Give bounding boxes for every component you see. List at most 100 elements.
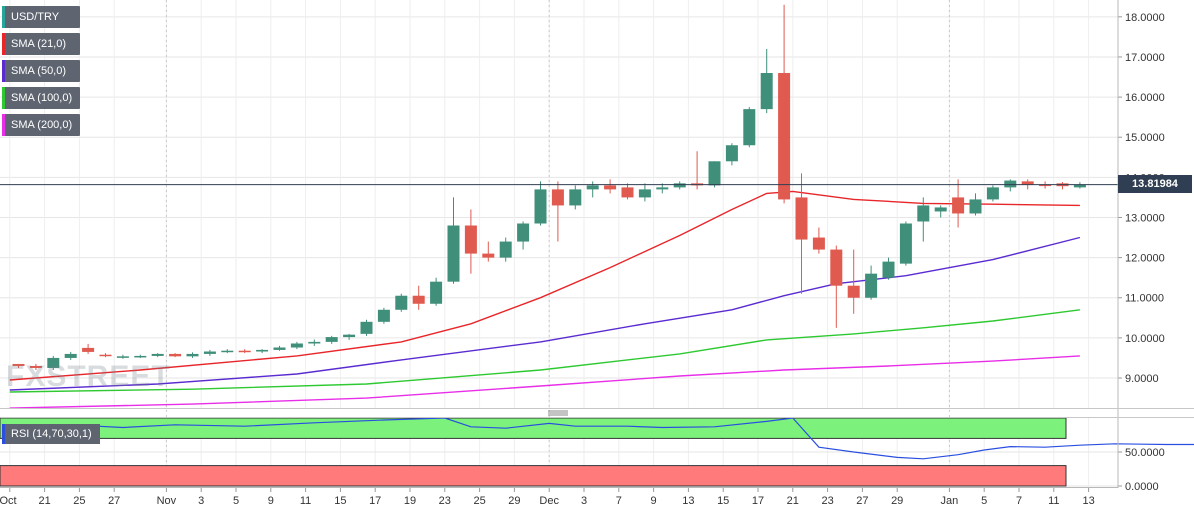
candle [12,363,25,368]
candle-body [882,261,895,278]
candle [186,352,199,358]
y-tick-label: 12.0000 [1125,253,1165,265]
candle [82,343,95,354]
rsi-legend-item[interactable]: RSI (14,70,30,1) [2,424,100,444]
candle-body [673,183,686,188]
x-tick-label: Nov [157,495,177,507]
x-tick-label: 9 [268,495,274,507]
candle [343,333,356,340]
legend-swatch [2,114,5,136]
candle [534,181,547,226]
candle-body [934,207,947,212]
candle [221,349,234,354]
legend-item-sma-21[interactable]: SMA (21,0) [2,33,81,55]
candle [899,221,912,266]
candle-body [116,356,129,358]
x-tick-label: 11 [300,495,311,507]
candle-body [290,343,303,348]
candle [638,183,651,202]
candle [621,183,634,200]
x-tick-label: 27 [108,495,120,507]
candle [395,293,408,312]
sma-line [9,190,1080,381]
y-tick-label: 18.0000 [1125,12,1165,24]
candle-body [221,350,234,353]
candle-body [447,225,460,282]
candle-body [325,337,338,342]
x-tick-label: 17 [752,495,764,507]
candle-body [708,161,721,186]
x-tick-label: Jan [941,495,959,507]
candle-body [969,199,982,214]
candle-body [273,347,286,350]
x-tick-label: 29 [508,495,520,507]
candle-body [743,109,756,146]
candle-body [917,205,930,222]
candle [308,339,321,346]
x-tick-label: 7 [616,495,622,507]
candle [812,227,825,254]
candle [604,179,617,194]
x-tick-label: 25 [73,495,85,507]
candle-body [151,353,164,356]
candle-body [82,347,95,352]
candle-body [134,355,147,358]
candle-body [482,253,495,258]
candle [969,193,982,216]
candle-body [256,349,269,352]
candle [517,221,530,250]
candle [725,143,738,166]
candle-body [169,353,182,357]
rsi-line [9,417,1194,460]
candle-body [99,354,112,357]
candle [673,181,686,190]
legend-item-usdtry[interactable]: USD/TRY [2,6,81,28]
candle [64,351,77,360]
candle [430,277,443,306]
candle [1004,179,1017,192]
x-tick-label: 5 [981,495,987,507]
candle [325,335,338,344]
candle-body [795,197,808,240]
candle [273,345,286,351]
candle-body [343,334,356,338]
candle-body [638,189,651,198]
x-tick-label: 7 [1016,495,1022,507]
candle-body [464,225,477,254]
x-tick-label: 23 [439,495,451,507]
legend-item-sma-200[interactable]: SMA (200,0) [2,114,81,136]
candle-body [725,145,738,162]
legend-item-sma-100[interactable]: SMA (100,0) [2,87,81,109]
legend-label: SMA (50,0) [11,65,67,77]
x-tick-label: Dec [539,495,559,507]
candle [1073,182,1086,189]
x-tick-label: 19 [404,495,416,507]
x-tick-label: 15 [334,495,346,507]
candle [882,257,895,280]
candle [934,205,947,218]
candle [847,249,860,314]
x-tick-label: 13 [1082,495,1094,507]
candle-body [656,187,669,190]
x-tick-label: 3 [198,495,204,507]
sma-line [9,236,1081,391]
candle [464,209,477,274]
candle [569,185,582,210]
candle [499,237,512,262]
candle [47,355,60,370]
candle-body [412,295,425,304]
candle-body [203,351,216,354]
legend-item-sma-50[interactable]: SMA (50,0) [2,60,81,82]
candle-body [778,73,791,200]
candle [760,48,773,114]
fxstreet-watermark: FXSTREET [6,360,171,393]
candle [151,353,164,358]
candle-body [986,187,999,200]
x-tick-label: 27 [856,495,868,507]
candle-body [47,357,60,368]
candle [743,107,756,148]
candle-body [1021,181,1034,185]
candle-body [551,189,564,206]
candle [551,181,564,242]
